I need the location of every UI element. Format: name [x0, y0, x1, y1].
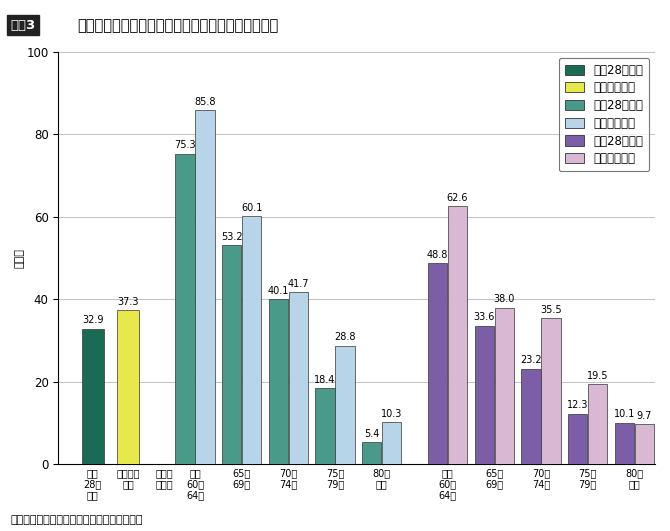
Text: 40.1: 40.1 [268, 286, 289, 296]
Text: 62.6: 62.6 [447, 193, 468, 203]
Bar [362, 442, 381, 464]
Bar [242, 217, 261, 464]
Y-axis label: （％）: （％） [15, 248, 25, 268]
Text: 37.3: 37.3 [118, 297, 139, 307]
Bar [382, 422, 401, 464]
Text: 38.0: 38.0 [494, 294, 515, 304]
Text: 33.6: 33.6 [474, 312, 495, 322]
Bar [222, 245, 241, 464]
Text: 48.8: 48.8 [427, 250, 448, 260]
Text: 10.3: 10.3 [381, 408, 403, 418]
Legend: 平成28年全体, 令和元年全体, 平成28年男性, 令和元年男性, 平成28年女性, 令和元年女性: 平成28年全体, 令和元年全体, 平成28年男性, 令和元年男性, 平成28年女… [559, 58, 649, 171]
Text: 32.9: 32.9 [82, 315, 103, 326]
Text: 60.1: 60.1 [241, 203, 263, 213]
Text: 18.4: 18.4 [314, 375, 336, 385]
Bar [428, 263, 448, 464]
Bar [634, 424, 654, 464]
Text: 23.2: 23.2 [521, 355, 542, 365]
Text: 10.1: 10.1 [614, 409, 635, 419]
Bar [289, 292, 308, 464]
Text: 75.3: 75.3 [174, 140, 196, 150]
Bar [568, 414, 588, 464]
Bar [176, 154, 195, 464]
Text: 53.2: 53.2 [221, 232, 243, 242]
Bar [588, 384, 607, 464]
Text: 28.8: 28.8 [334, 332, 356, 342]
Bar [541, 318, 561, 464]
Bar [521, 369, 541, 464]
Bar [82, 329, 104, 464]
Text: 41.7: 41.7 [287, 279, 309, 289]
Text: 収入のある仕事をしている人の割合（性・年齢別）: 収入のある仕事をしている人の割合（性・年齢別） [77, 19, 278, 33]
Bar [196, 110, 214, 464]
Bar [269, 299, 288, 464]
Text: 図表3: 図表3 [10, 19, 36, 31]
Text: 85.8: 85.8 [194, 97, 216, 107]
Bar [448, 206, 467, 464]
Bar [336, 346, 354, 464]
Bar [117, 311, 139, 464]
Bar [615, 423, 634, 464]
Bar [494, 307, 514, 464]
Text: 12.3: 12.3 [567, 400, 588, 410]
Text: 5.4: 5.4 [364, 429, 379, 439]
Bar [475, 326, 494, 464]
Text: 35.5: 35.5 [540, 305, 562, 314]
Bar [316, 388, 335, 464]
Text: 9.7: 9.7 [636, 411, 652, 421]
Text: 出所：内閣府「令和２年版　高齢社会白書」: 出所：内閣府「令和２年版 高齢社会白書」 [10, 515, 143, 525]
Text: 19.5: 19.5 [587, 371, 608, 381]
